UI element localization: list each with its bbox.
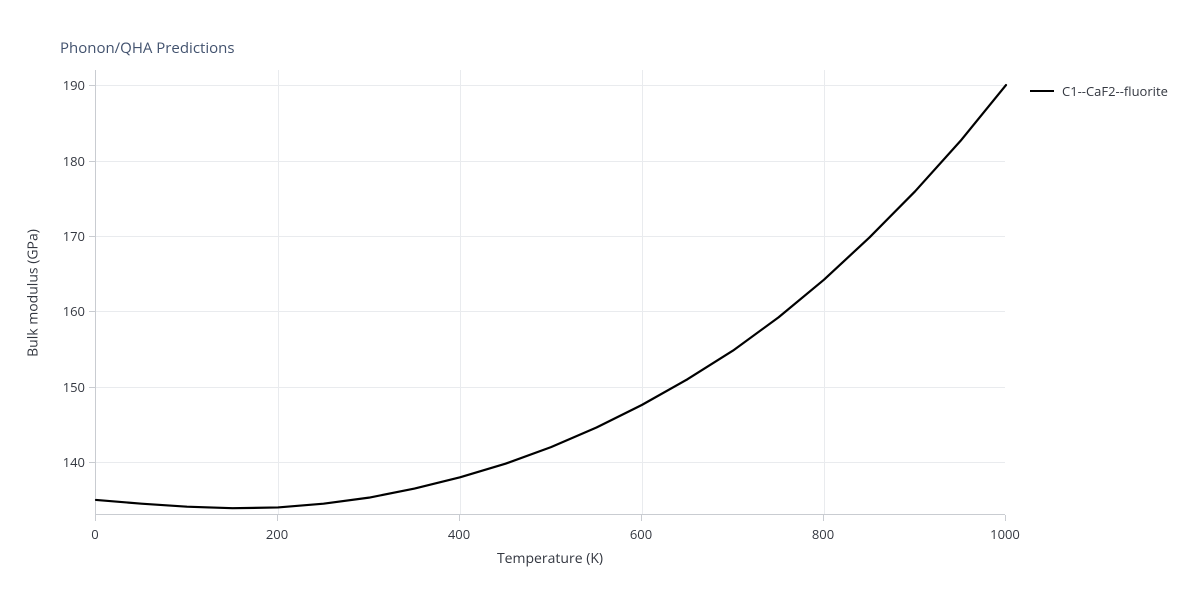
- x-tick: [459, 515, 460, 521]
- x-tick-label: 400: [448, 525, 470, 543]
- y-tick: [89, 85, 95, 86]
- x-axis-label: Temperature (K): [497, 549, 603, 568]
- legend-label: C1--CaF2--fluorite: [1062, 82, 1168, 100]
- x-tick: [1005, 515, 1006, 521]
- y-tick-label: 180: [60, 152, 85, 170]
- y-tick-label: 190: [60, 76, 85, 94]
- x-tick: [95, 515, 96, 521]
- series-line: [96, 85, 1006, 508]
- x-tick: [641, 515, 642, 521]
- plot-area: [95, 70, 1005, 515]
- y-tick: [89, 387, 95, 388]
- x-tick-label: 0: [91, 525, 98, 543]
- y-tick-label: 170: [60, 227, 85, 245]
- chart-title: Phonon/QHA Predictions: [60, 38, 235, 58]
- y-tick: [89, 311, 95, 312]
- x-tick-label: 600: [630, 525, 652, 543]
- chart-container: Phonon/QHA Predictions Temperature (K) B…: [0, 0, 1200, 600]
- y-tick: [89, 161, 95, 162]
- x-tick-label: 800: [812, 525, 834, 543]
- y-tick-label: 140: [60, 453, 85, 471]
- x-tick-label: 200: [266, 525, 288, 543]
- legend-swatch: [1030, 90, 1054, 92]
- y-axis-label: Bulk modulus (GPa): [24, 229, 43, 357]
- y-tick: [89, 236, 95, 237]
- y-tick-label: 160: [60, 302, 85, 320]
- series-layer: [96, 70, 1006, 515]
- x-tick: [823, 515, 824, 521]
- x-tick: [277, 515, 278, 521]
- x-tick-label: 1000: [990, 525, 1020, 543]
- y-tick: [89, 462, 95, 463]
- y-tick-label: 150: [60, 378, 85, 396]
- legend: C1--CaF2--fluorite: [1030, 82, 1168, 100]
